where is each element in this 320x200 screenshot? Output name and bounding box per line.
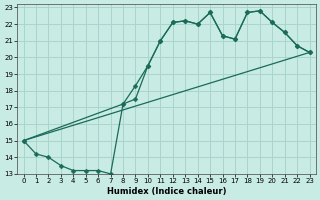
X-axis label: Humidex (Indice chaleur): Humidex (Indice chaleur) xyxy=(107,187,226,196)
